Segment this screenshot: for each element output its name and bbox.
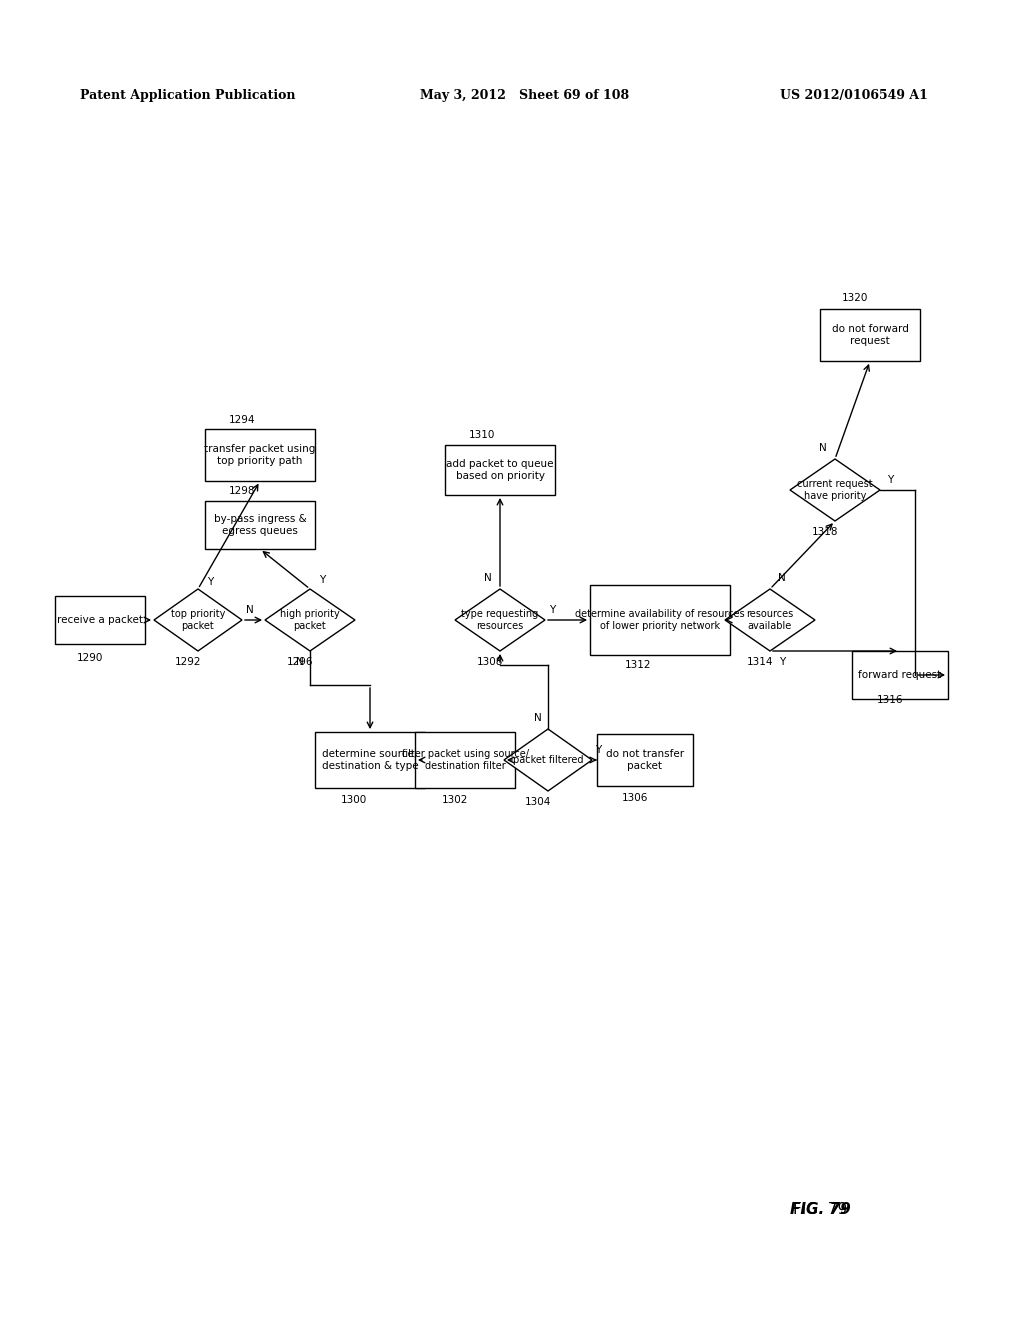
Text: 1294: 1294 [228,414,255,425]
Text: N: N [484,573,492,583]
Text: 1296: 1296 [287,657,313,667]
FancyBboxPatch shape [445,445,555,495]
Text: 1320: 1320 [842,293,868,304]
Text: 1310: 1310 [469,430,496,440]
FancyBboxPatch shape [205,502,315,549]
Text: packet filtered: packet filtered [513,755,584,766]
Text: resources
available: resources available [746,610,794,631]
FancyBboxPatch shape [820,309,920,360]
Text: Patent Application Publication: Patent Application Publication [80,88,296,102]
Text: filter packet using source/
destination filter: filter packet using source/ destination … [401,750,528,771]
Text: FIG. 79: FIG. 79 [793,1203,847,1217]
Text: Y: Y [318,576,326,585]
Text: N: N [246,605,254,615]
Text: high priority
packet: high priority packet [281,610,340,631]
Text: Y: Y [549,605,555,615]
Text: 1292: 1292 [175,657,202,667]
Text: 1308: 1308 [477,657,503,667]
Polygon shape [455,589,545,651]
Text: current request
have priority: current request have priority [798,479,872,500]
Text: N: N [296,657,304,667]
FancyBboxPatch shape [852,651,948,700]
Text: determine source,
destination & type: determine source, destination & type [322,750,419,771]
Text: 1306: 1306 [622,793,648,803]
Text: top priority
packet: top priority packet [171,610,225,631]
Text: 1312: 1312 [625,660,651,671]
Polygon shape [504,729,592,791]
Text: N: N [819,444,826,453]
Text: 1318: 1318 [812,527,839,537]
Text: type requesting
resources: type requesting resources [462,610,539,631]
Polygon shape [725,589,815,651]
Polygon shape [154,589,242,651]
FancyBboxPatch shape [315,733,425,788]
FancyBboxPatch shape [55,597,145,644]
Text: determine availability of resources
of lower priority network: determine availability of resources of l… [575,610,744,631]
Text: 1300: 1300 [341,795,368,805]
Text: N: N [535,713,542,723]
Text: do not transfer
packet: do not transfer packet [606,750,684,771]
FancyBboxPatch shape [590,585,730,655]
Text: FIG. 79: FIG. 79 [790,1203,850,1217]
Text: 1302: 1302 [441,795,468,805]
FancyBboxPatch shape [205,429,315,480]
Polygon shape [790,459,880,521]
Text: do not forward
request: do not forward request [831,325,908,346]
Text: Y: Y [779,657,785,667]
Text: by-pass ingress &
egress queues: by-pass ingress & egress queues [214,515,306,536]
Text: May 3, 2012   Sheet 69 of 108: May 3, 2012 Sheet 69 of 108 [420,88,629,102]
Text: 1290: 1290 [77,653,103,663]
Text: Y: Y [207,577,213,587]
Text: add packet to queue
based on priority: add packet to queue based on priority [446,459,554,480]
Polygon shape [265,589,355,651]
Text: 1298: 1298 [228,486,255,496]
FancyBboxPatch shape [415,733,515,788]
Text: 1316: 1316 [877,696,903,705]
Text: forward request: forward request [858,671,942,680]
FancyBboxPatch shape [597,734,693,785]
Text: N: N [778,573,785,583]
Text: transfer packet using
top priority path: transfer packet using top priority path [205,445,315,466]
Text: US 2012/0106549 A1: US 2012/0106549 A1 [780,88,928,102]
Text: Y: Y [887,475,893,484]
Text: 1314: 1314 [746,657,773,667]
Text: Y: Y [595,744,601,755]
Text: 1304: 1304 [525,797,551,807]
Text: receive a packet: receive a packet [57,615,143,624]
